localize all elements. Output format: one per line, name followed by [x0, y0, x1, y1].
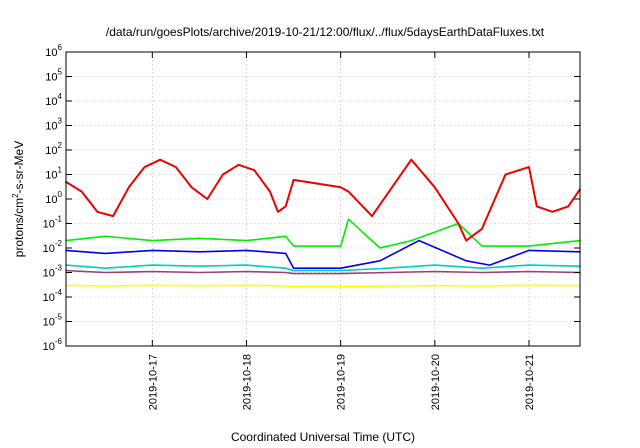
series-line-3	[65, 269, 581, 275]
series-line-2	[65, 264, 581, 272]
y-tick-label: 104	[45, 92, 62, 108]
series-line-5	[65, 239, 581, 270]
y-tick-label: 10-6	[43, 337, 63, 353]
y-axis-label: protons/cm2-s-sr-MeV	[11, 141, 26, 257]
x-tick-label: 2019-10-17	[147, 354, 159, 410]
series-layer	[65, 158, 581, 288]
y-tick-label: 100	[45, 190, 62, 206]
y-axis-label-text: protons/cm2-s-sr-MeV	[11, 141, 26, 257]
y-tick-label: 105	[45, 68, 62, 84]
y-tick-label: 10-3	[43, 264, 63, 280]
x-tick-label: 2019-10-20	[430, 354, 442, 410]
y-tick-label: 10-5	[43, 313, 63, 329]
x-axis-label: Coordinated Universal Time (UTC)	[231, 430, 415, 444]
y-tick-label: 102	[45, 141, 62, 157]
y-tick-label: 10-2	[43, 239, 63, 255]
y-tick-label: 101	[45, 166, 62, 182]
y-tick-label: 106	[45, 43, 62, 59]
axis-ticks: 10-6 10-5 10-4 10-3 10-2 10-1 100 101 102 103 104 1…	[43, 43, 580, 410]
grid	[66, 52, 580, 346]
series-line-4	[65, 218, 581, 249]
chart-title: /data/run/goesPlots/archive/2019-10-21/1…	[106, 25, 545, 39]
x-tick-label: 2019-10-18	[241, 354, 253, 410]
y-tick-label: 103	[45, 117, 62, 133]
y-tick-label: 10-1	[43, 215, 63, 231]
series-line-6	[65, 158, 581, 242]
x-tick-label: 2019-10-19	[336, 354, 348, 410]
series-line-1	[65, 284, 581, 288]
x-tick-label: 2019-10-21	[524, 354, 536, 410]
y-tick-label: 10-4	[43, 288, 63, 304]
